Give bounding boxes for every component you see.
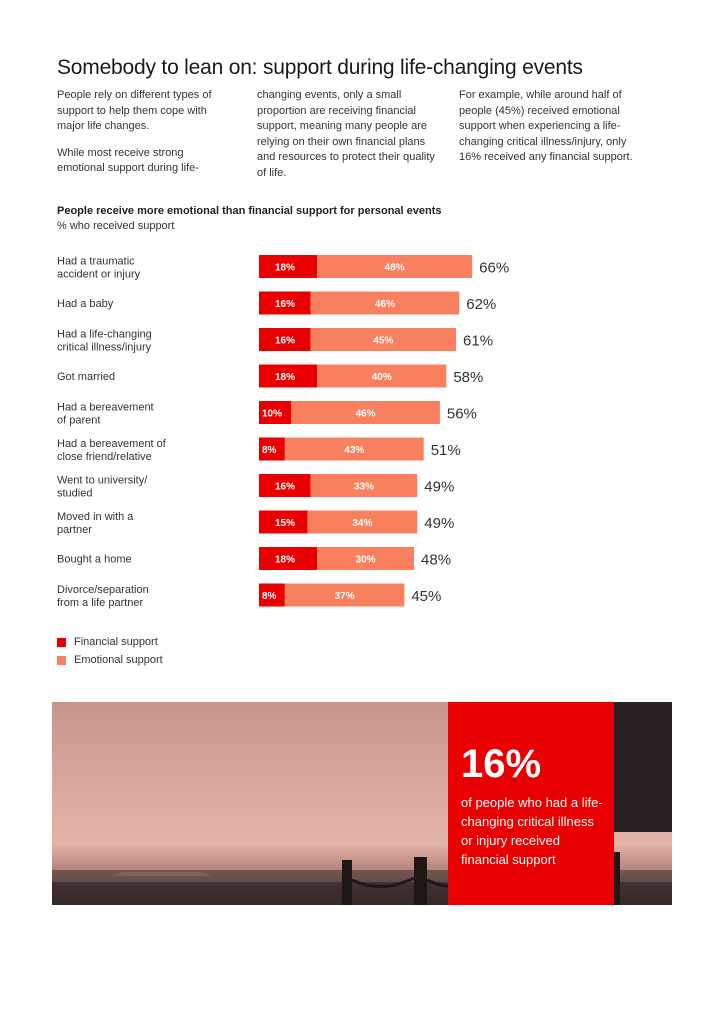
- total-label: 51%: [431, 442, 461, 459]
- data-label-financial: 18%: [275, 263, 295, 274]
- category-label: Moved in with a partner: [57, 511, 134, 536]
- legend-swatch-financial: [57, 637, 66, 647]
- data-label-financial: 8%: [262, 445, 277, 456]
- bar-emotional: [310, 328, 457, 351]
- total-label: 48%: [421, 552, 451, 569]
- intro-paragraph: For example, while around half of people…: [459, 89, 633, 163]
- bar-financial: [259, 255, 318, 278]
- data-label-financial: 18%: [275, 372, 295, 383]
- legend-item-financial: Financial support: [57, 633, 163, 651]
- bar-financial: [259, 437, 285, 461]
- data-label-emotional: 34%: [352, 518, 372, 529]
- data-label-financial: 18%: [275, 555, 295, 566]
- bar-emotional: [317, 364, 447, 388]
- page-title: Somebody to lean on: support during life…: [57, 56, 583, 79]
- data-label-emotional: 45%: [373, 336, 393, 347]
- category-label: Divorce/separation from a life partner: [57, 584, 149, 609]
- total-label: 62%: [466, 296, 496, 313]
- data-label-emotional: 43%: [344, 445, 364, 456]
- bar-emotional: [317, 255, 473, 278]
- intro-column-2: changing events, only a small proportion…: [257, 88, 443, 192]
- bar-financial: [259, 583, 285, 607]
- bar-emotional: [284, 583, 405, 607]
- data-label-emotional: 37%: [335, 591, 355, 602]
- intro-paragraph: While most receive strong emotional supp…: [57, 146, 199, 175]
- bar-emotional: [284, 437, 424, 461]
- intro-column-1: People rely on different types of suppor…: [57, 88, 227, 188]
- data-label-financial: 16%: [275, 336, 295, 347]
- bar-emotional: [310, 291, 460, 315]
- category-label: Bought a home: [57, 554, 132, 566]
- total-label: 49%: [424, 479, 454, 496]
- callout-box: [448, 702, 614, 905]
- category-label: Had a baby: [57, 298, 114, 310]
- total-label: 45%: [411, 588, 441, 605]
- bar-financial: [259, 328, 311, 351]
- callout-value: 16%: [461, 742, 542, 786]
- total-label: 49%: [424, 515, 454, 532]
- bar-financial: [259, 510, 308, 534]
- legend-item-emotional: Emotional support: [57, 651, 163, 669]
- data-label-financial: 8%: [262, 591, 277, 602]
- category-label: Went to university/studied: [57, 475, 148, 500]
- category-label: Had a traumatic accident or injury: [57, 256, 141, 281]
- data-label-emotional: 33%: [354, 482, 374, 493]
- intro-paragraph: People rely on different types of suppor…: [57, 89, 212, 132]
- intro-column-3: For example, while around half of people…: [459, 88, 649, 177]
- total-label: 66%: [479, 260, 509, 277]
- bar-financial: [259, 364, 318, 388]
- bar-emotional: [291, 401, 440, 424]
- bar-financial: [259, 547, 318, 570]
- data-label-emotional: 46%: [356, 409, 376, 420]
- legend-label-financial: Financial support: [74, 636, 158, 648]
- total-label: 56%: [447, 406, 477, 423]
- data-label-emotional: 46%: [375, 299, 395, 310]
- callout-text: of people who had a life-changing critic…: [461, 795, 603, 867]
- data-label-emotional: 30%: [356, 555, 376, 566]
- bar-financial: [259, 401, 292, 424]
- chart-title: People receive more emotional than finan…: [57, 205, 442, 217]
- bar-financial: [259, 291, 311, 315]
- intro-paragraph: changing events, only a small proportion…: [257, 89, 435, 179]
- data-label-financial: 10%: [262, 409, 282, 420]
- bar-emotional: [310, 474, 418, 497]
- data-label-financial: 16%: [275, 299, 295, 310]
- legend-label-emotional: Emotional support: [74, 654, 163, 666]
- chart-subtitle: % who received support: [57, 220, 175, 232]
- category-label: Had a bereavement of parent: [57, 402, 154, 427]
- category-label: Had a bereavement of close friend/relativ…: [57, 438, 167, 463]
- category-label: Had a life-changing critical illness/inju…: [57, 329, 152, 354]
- chart-legend: Financial support Emotional support: [57, 633, 163, 669]
- total-label: 61%: [463, 333, 493, 350]
- data-label-emotional: 40%: [372, 372, 392, 383]
- bar-emotional: [307, 510, 418, 534]
- data-label-financial: 15%: [275, 518, 295, 529]
- data-label-financial: 16%: [275, 482, 295, 493]
- legend-swatch-emotional: [57, 655, 66, 665]
- bar-emotional: [317, 547, 415, 570]
- stacked-bar-chart: Had a traumatic accident or injury 18% 48% 6…: [57, 255, 509, 609]
- data-label-emotional: 48%: [385, 263, 405, 274]
- bar-financial: [259, 474, 311, 497]
- category-label: Got married: [57, 371, 115, 383]
- total-label: 58%: [453, 369, 483, 386]
